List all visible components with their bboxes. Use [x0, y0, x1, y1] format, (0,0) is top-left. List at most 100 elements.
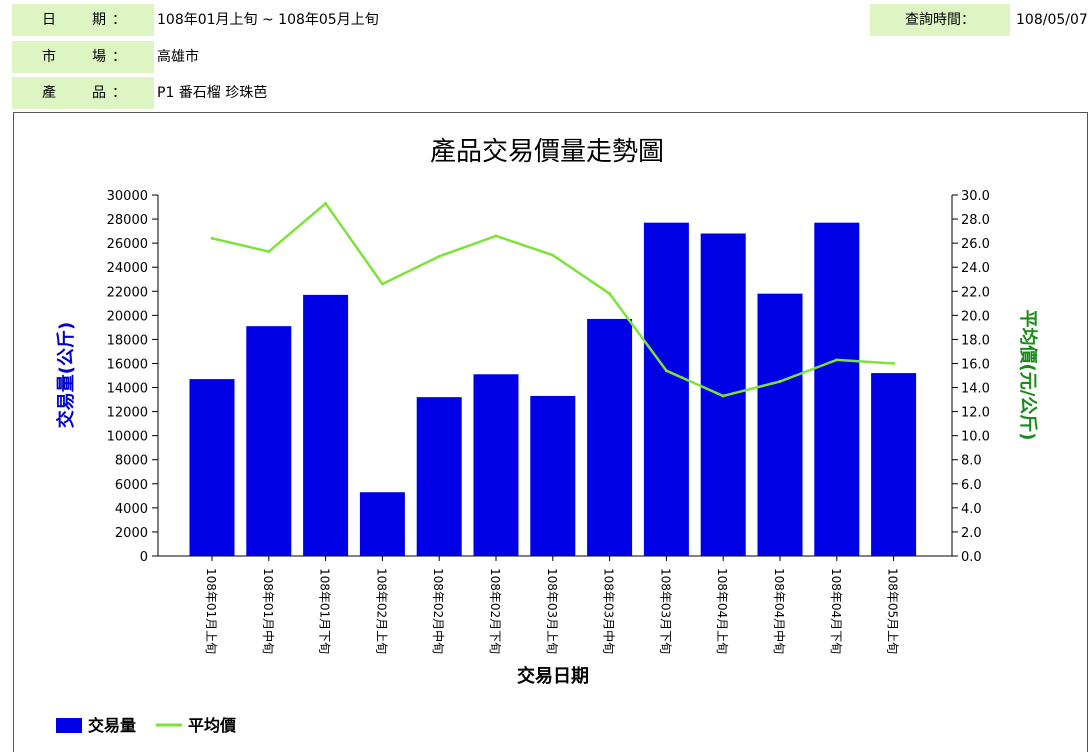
market-label-colon: ： [112, 49, 126, 65]
avg-price-point [324, 201, 328, 205]
right-tick-label: 4.0 [961, 502, 982, 517]
avg-price-point [664, 369, 668, 373]
avg-price-point [210, 236, 214, 240]
avg-price-point [551, 253, 555, 257]
date-label-colon: ： [112, 12, 126, 28]
x-tick-label: 108年03月中旬 [602, 568, 617, 654]
x-tick-label: 108年04月中旬 [772, 568, 787, 654]
right-tick-label: 2.0 [961, 526, 982, 541]
volume-bar [473, 374, 519, 556]
left-tick-label: 8000 [115, 454, 148, 469]
x-axis-title: 交易日期 [517, 665, 589, 687]
product-label-char-2: 品 [92, 85, 106, 101]
right-tick-label: 12.0 [961, 406, 990, 421]
date-value: 108年01月上旬 ~ 108年05月上旬 [157, 12, 379, 28]
right-tick-label: 20.0 [961, 309, 990, 324]
avg-price-point [380, 282, 384, 286]
left-tick-label: 28000 [107, 213, 148, 228]
volume-bar [643, 222, 689, 556]
x-tick-label: 108年01月下旬 [318, 568, 332, 654]
right-tick-label: 30.0 [961, 189, 990, 204]
volume-bar [530, 395, 576, 556]
product-value: P1 番石榴 珍珠芭 [157, 85, 268, 101]
product-label: 產 品 ： [12, 77, 154, 109]
volume-bar [416, 397, 462, 556]
volume-bar [359, 492, 405, 556]
product-label-colon: ： [112, 85, 126, 101]
x-tick-label: 108年04月上旬 [715, 568, 729, 654]
market-label: 市 場 ： [12, 41, 154, 73]
left-tick-label: 20000 [107, 309, 148, 324]
volume-bar [246, 326, 292, 556]
legend-swatch-volume [56, 718, 82, 733]
left-tick-label: 22000 [107, 285, 148, 300]
right-tick-label: 8.0 [961, 454, 982, 469]
legend-label-volume: 交易量 [88, 716, 136, 735]
x-tick-label: 108年02月下旬 [488, 568, 502, 654]
market-label-char-1: 市 [42, 49, 56, 65]
right-tick-label: 14.0 [961, 382, 990, 397]
market-label-char-2: 場 [92, 49, 106, 65]
x-tick-label: 108年01月中旬 [261, 568, 276, 654]
avg-price-point [892, 361, 896, 365]
avg-price-point [835, 358, 839, 362]
right-tick-label: 26.0 [961, 237, 990, 252]
x-tick-label: 108年03月下旬 [658, 568, 672, 654]
avg-price-point [437, 254, 441, 258]
left-tick-label: 6000 [115, 478, 148, 493]
avg-price-point [267, 250, 271, 254]
right-tick-label: 0.0 [961, 550, 982, 565]
product-label-char-1: 產 [42, 85, 56, 101]
query-time-label: 查詢時間： [870, 4, 1010, 36]
x-tick-label: 108年03月上旬 [545, 568, 559, 654]
right-tick-label: 16.0 [961, 357, 990, 372]
volume-bar [189, 379, 235, 556]
chart-frame [13, 112, 1088, 752]
avg-price-point [721, 394, 725, 398]
volume-bar [303, 294, 349, 556]
avg-price-point [778, 380, 782, 384]
avg-price-point [608, 292, 612, 296]
volume-bar [757, 293, 803, 556]
x-tick-label: 108年04月下旬 [829, 568, 843, 654]
query-time-value: 108/05/07 [1016, 12, 1088, 28]
left-tick-label: 30000 [107, 189, 148, 204]
x-tick-labels-group: 108年01月上旬 108年01月中旬 108年01月下旬 108年02月上旬 108年… [204, 556, 900, 654]
right-tick-label: 28.0 [961, 213, 990, 228]
left-tick-label: 16000 [107, 357, 148, 372]
x-tick-label: 108年02月上旬 [374, 568, 388, 654]
avg-price-point [494, 234, 498, 238]
left-tick-label: 14000 [107, 382, 148, 397]
x-tick-label: 108年02月中旬 [431, 568, 446, 654]
market-value: 高雄市 [157, 49, 199, 65]
left-tick-label: 24000 [107, 261, 148, 276]
axes-group: 0 2000 4000 6000 8000 10000 12000 14000 16000 180… [107, 189, 990, 565]
date-label-char-1: 日 [42, 12, 56, 28]
left-tick-label: 12000 [107, 406, 148, 421]
legend-label-price: 平均價 [188, 716, 237, 735]
left-tick-label: 2000 [115, 526, 148, 541]
date-label-char-2: 期 [92, 12, 106, 28]
volume-bar [814, 222, 860, 556]
left-axis-title: 交易量(公斤) [55, 322, 77, 428]
bars-group [189, 222, 917, 557]
date-label: 日 期 ： [12, 4, 154, 36]
left-tick-label: 0 [140, 550, 148, 565]
volume-bar [871, 373, 917, 556]
right-tick-label: 10.0 [961, 430, 990, 445]
volume-bar [587, 318, 633, 556]
right-tick-label: 24.0 [961, 261, 990, 276]
x-tick-label: 108年01月上旬 [204, 568, 218, 654]
right-axis-title: 平均價(元/公斤) [1017, 309, 1039, 440]
left-tick-label: 18000 [107, 333, 148, 348]
left-tick-label: 4000 [115, 502, 148, 517]
right-tick-label: 18.0 [961, 333, 990, 348]
chart-title: 產品交易價量走勢圖 [430, 137, 664, 167]
right-tick-label: 22.0 [961, 285, 990, 300]
line-group [210, 201, 896, 398]
left-tick-label: 26000 [107, 237, 148, 252]
x-tick-label: 108年05月上旬 [886, 568, 900, 654]
right-tick-label: 6.0 [961, 478, 982, 493]
left-tick-label: 10000 [107, 430, 148, 445]
